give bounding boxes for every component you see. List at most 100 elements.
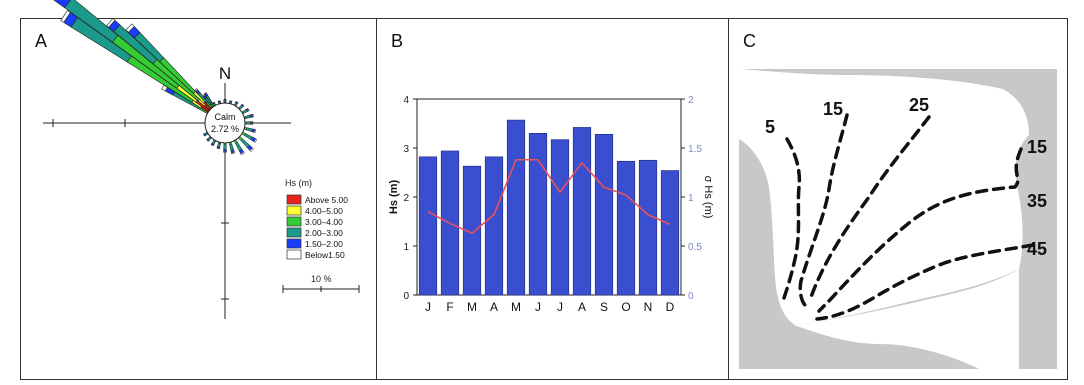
legend-swatch — [286, 205, 302, 216]
x-tick-label: M — [511, 300, 521, 314]
contour-label-15-west: 15 — [823, 99, 843, 119]
panel-b: B 0 1 2 3 4 0 0.5 1 1.5 2 J F M A M J J A S O N D Hs (m) σ Hs… — [377, 19, 729, 379]
sigma-line — [427, 158, 671, 235]
rose-spoke-segment — [245, 127, 253, 132]
legend-item-label: 4.00–5.00 — [305, 206, 343, 216]
y2-tick-label: 1.5 — [688, 144, 702, 155]
contour-5 — [781, 137, 802, 303]
contour-label-15-east: 15 — [1027, 137, 1047, 157]
legend-item-label: Below1.50 — [305, 250, 345, 260]
rose-spoke-segment — [253, 129, 257, 134]
rose-spoke-segment — [246, 107, 250, 112]
scale-label: 10 % — [311, 274, 332, 284]
x-tick-label: D — [666, 300, 675, 314]
legend-item-label: 2.00–3.00 — [305, 228, 343, 238]
wave-rose-chart: Calm 2.72 % N Hs (m) Above 5.004.00–5.003.… — [43, 0, 360, 319]
rose-spoke-segment — [253, 138, 258, 143]
x-tick-label: S — [600, 300, 608, 314]
rose-wedge-segment — [106, 17, 116, 28]
panel-a-label: A — [35, 31, 48, 51]
rose-wedge-segment — [53, 0, 71, 9]
map-bay-mouth — [791, 269, 1019, 369]
depth-contours — [781, 113, 1035, 321]
x-tick-label: J — [557, 300, 563, 314]
x-tick-label: F — [446, 300, 453, 314]
rose-spoke-segment — [249, 147, 255, 153]
legend-swatch — [286, 216, 302, 227]
y2-tick-label: 0 — [688, 291, 694, 302]
bar — [638, 159, 658, 296]
rose-spoke-segment — [251, 121, 254, 125]
y2-axis-label: σ Hs (m) — [702, 176, 714, 219]
legend-swatch — [286, 227, 302, 238]
legend-swatch — [286, 249, 302, 260]
y-tick-label: 4 — [403, 95, 409, 106]
rose-wedge-segment — [194, 88, 199, 92]
bar — [660, 170, 680, 296]
rose-spoke-segment — [217, 100, 221, 102]
bar — [616, 160, 636, 296]
y-tick-label: 1 — [403, 242, 409, 253]
legend-title: Hs (m) — [285, 178, 312, 188]
rose-spoke-segment — [202, 133, 206, 137]
legend-item-label: Above 5.00 — [305, 195, 348, 205]
rose-spoke-segment — [241, 103, 245, 107]
rose-spoke-segment — [223, 100, 227, 103]
y-tick-label: 2 — [403, 193, 409, 204]
contour-label-5: 5 — [765, 117, 775, 137]
y2-tick-label: 2 — [688, 95, 694, 106]
panel-a: A Calm 2.72 % N Hs (m) Above 5.00 4.00–5.00… — [21, 0, 377, 379]
rose-spoke-segment — [251, 113, 255, 118]
x-tick-label: N — [644, 300, 653, 314]
rose-wedge-segment — [125, 23, 135, 33]
rose-spoke-segment — [231, 151, 236, 155]
bar — [484, 156, 504, 296]
calm-value: 2.72 % — [211, 124, 239, 134]
legend-item-label: 3.00–4.00 — [305, 217, 343, 227]
rose-spoke-segment — [206, 139, 209, 142]
legend-item-label: 1.50–2.00 — [305, 239, 343, 249]
bar — [462, 165, 482, 296]
x-tick-label: A — [490, 300, 498, 314]
rose-spoke-segment — [211, 101, 215, 104]
bar — [594, 133, 614, 296]
panel-c-label: C — [743, 31, 756, 51]
bay-map: 5 15 25 15 35 45 — [739, 69, 1057, 369]
contour-45 — [815, 243, 1035, 321]
bar — [528, 133, 548, 296]
calm-label: Calm — [214, 112, 235, 122]
y2-tick-label: 1 — [688, 193, 694, 204]
y-tick-label: 3 — [403, 144, 409, 155]
x-tick-label: M — [467, 300, 477, 314]
x-tick-label: J — [535, 300, 541, 314]
bar — [506, 119, 526, 296]
rose-spoke-segment — [216, 147, 220, 150]
rose-spoke-segment — [246, 121, 251, 125]
bar — [418, 156, 438, 296]
rose-spoke-segment — [210, 143, 214, 147]
contour-35 — [817, 147, 1023, 313]
bar — [572, 127, 592, 296]
panel-b-label: B — [391, 31, 404, 51]
contour-25 — [809, 115, 931, 299]
rose-spoke-segment — [229, 143, 234, 151]
rose-wedge-segment — [203, 92, 207, 96]
contour-15-west — [798, 113, 849, 307]
y-tick-label: 0 — [403, 291, 409, 302]
calm-circle — [204, 102, 246, 144]
rose-wedge-segment — [60, 10, 71, 23]
bar — [550, 139, 570, 296]
legend-swatch — [286, 194, 302, 205]
rose-spoke-segment — [223, 144, 227, 150]
rose-spoke-segment — [240, 151, 245, 156]
rose-spoke-segment — [223, 149, 227, 152]
x-tick-label: A — [578, 300, 586, 314]
y-axis-label: Hs (m) — [388, 180, 400, 215]
contour-label-45: 45 — [1027, 239, 1047, 259]
legend-swatch — [286, 238, 302, 249]
contour-label-25: 25 — [909, 95, 929, 115]
figure-frame: A Calm 2.72 % N Hs (m) Above 5.00 4.00–5.00… — [20, 0, 1068, 380]
rose-legend: Hs (m) Above 5.004.00–5.003.00–4.002.00–… — [285, 178, 348, 260]
north-label: N — [219, 64, 231, 83]
